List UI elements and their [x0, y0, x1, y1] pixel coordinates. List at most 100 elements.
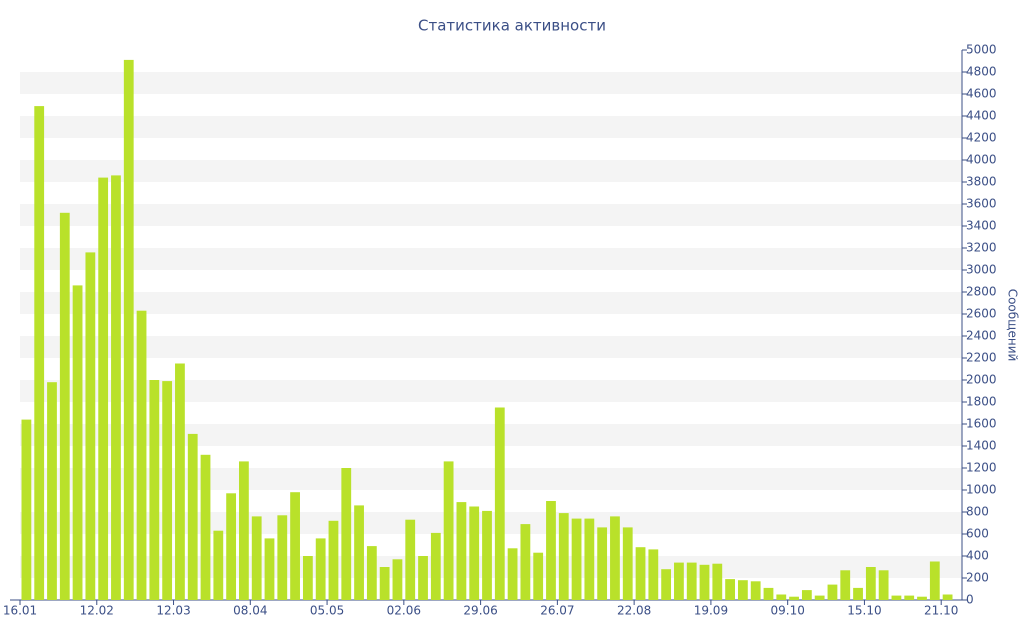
grid-band: [20, 380, 962, 402]
bar: [520, 524, 531, 600]
y-tick-label: 4000: [966, 153, 997, 167]
bar: [546, 501, 556, 600]
grid-band: [20, 424, 962, 446]
bar: [72, 285, 83, 600]
bar: [494, 407, 505, 600]
grid-band: [20, 336, 962, 358]
bar: [482, 510, 492, 600]
bar: [456, 502, 467, 600]
grid-band: [20, 116, 962, 138]
y-tick-label: 800: [966, 505, 989, 519]
x-tick-label: 05.05: [310, 604, 344, 618]
y-tick-label: 2000: [966, 373, 997, 387]
bar: [648, 549, 659, 600]
y-tick-label: 400: [966, 549, 989, 563]
bar: [622, 527, 633, 600]
bar: [942, 594, 953, 600]
bar: [98, 177, 109, 600]
bar: [392, 559, 403, 600]
grid-band: [20, 292, 962, 314]
bar: [840, 570, 851, 600]
bar: [737, 580, 748, 600]
bar: [162, 381, 173, 600]
x-tick-label: 22.08: [617, 604, 651, 618]
x-tick-label: 16.01: [3, 604, 37, 618]
y-tick-label: 2400: [966, 329, 997, 343]
bar: [686, 562, 697, 600]
x-tick-label: 12.03: [156, 604, 190, 618]
bar: [584, 518, 595, 600]
bar: [302, 556, 313, 600]
x-tick-label: 08.04: [233, 604, 267, 618]
y-tick-label: 1200: [966, 461, 997, 475]
x-tick-label: 15.10: [847, 604, 881, 618]
y-tick-label: 3000: [966, 263, 997, 277]
grid-band: [20, 160, 962, 182]
x-tick-label: 26.07: [540, 604, 574, 618]
bar: [239, 461, 249, 600]
bar: [610, 516, 620, 600]
bar: [776, 594, 787, 600]
y-tick-label: 1800: [966, 395, 997, 409]
bar: [277, 515, 288, 600]
bar: [763, 587, 774, 600]
bar: [430, 532, 441, 600]
bar: [21, 419, 32, 600]
bar: [328, 520, 339, 600]
bar: [354, 505, 364, 600]
grid-band: [20, 468, 962, 490]
bar: [865, 567, 876, 600]
bar: [801, 590, 812, 600]
y-tick-label: 2200: [966, 351, 997, 365]
y-tick-label: 3600: [966, 197, 997, 211]
bar: [315, 538, 326, 600]
y-tick-label: 3200: [966, 241, 997, 255]
bar: [891, 595, 902, 600]
bar: [725, 579, 735, 600]
bar: [123, 59, 134, 600]
y-tick-label: 4400: [966, 109, 997, 123]
bar: [929, 561, 940, 600]
bar: [878, 570, 889, 600]
x-tick-label: 19.09: [694, 604, 728, 618]
y-tick-label: 2600: [966, 307, 997, 321]
bar: [635, 547, 646, 600]
bar: [379, 567, 390, 600]
chart-title: Статистика активности: [418, 17, 606, 35]
bar: [136, 310, 147, 600]
bar: [827, 584, 838, 600]
bar: [111, 175, 121, 600]
bar: [712, 563, 723, 600]
y-tick-label: 200: [966, 571, 989, 585]
bar: [661, 569, 672, 600]
y-tick-label: 2800: [966, 285, 997, 299]
y-tick-label: 3800: [966, 175, 997, 189]
bar: [789, 596, 799, 600]
bar: [469, 506, 480, 600]
bar: [187, 433, 198, 600]
x-tick-label: 29.06: [463, 604, 497, 618]
y-axis-label: Сообщений: [1006, 289, 1020, 362]
bar: [443, 461, 454, 600]
bar: [149, 380, 160, 600]
bar: [213, 530, 224, 600]
x-tick-label: 21.10: [924, 604, 958, 618]
bar: [904, 595, 915, 600]
grid-band: [20, 204, 962, 226]
bar: [290, 492, 300, 600]
bar: [597, 527, 608, 600]
bar: [405, 519, 416, 600]
y-tick-label: 3400: [966, 219, 997, 233]
bar: [341, 468, 352, 600]
bar: [533, 552, 544, 600]
y-tick-label: 600: [966, 527, 989, 541]
bar: [264, 538, 275, 600]
y-tick-label: 4800: [966, 65, 997, 79]
y-tick-label: 1400: [966, 439, 997, 453]
y-tick-label: 4600: [966, 87, 997, 101]
bar: [418, 556, 428, 600]
y-tick-label: 5000: [966, 43, 997, 57]
bar: [674, 562, 684, 600]
bar: [47, 382, 57, 600]
